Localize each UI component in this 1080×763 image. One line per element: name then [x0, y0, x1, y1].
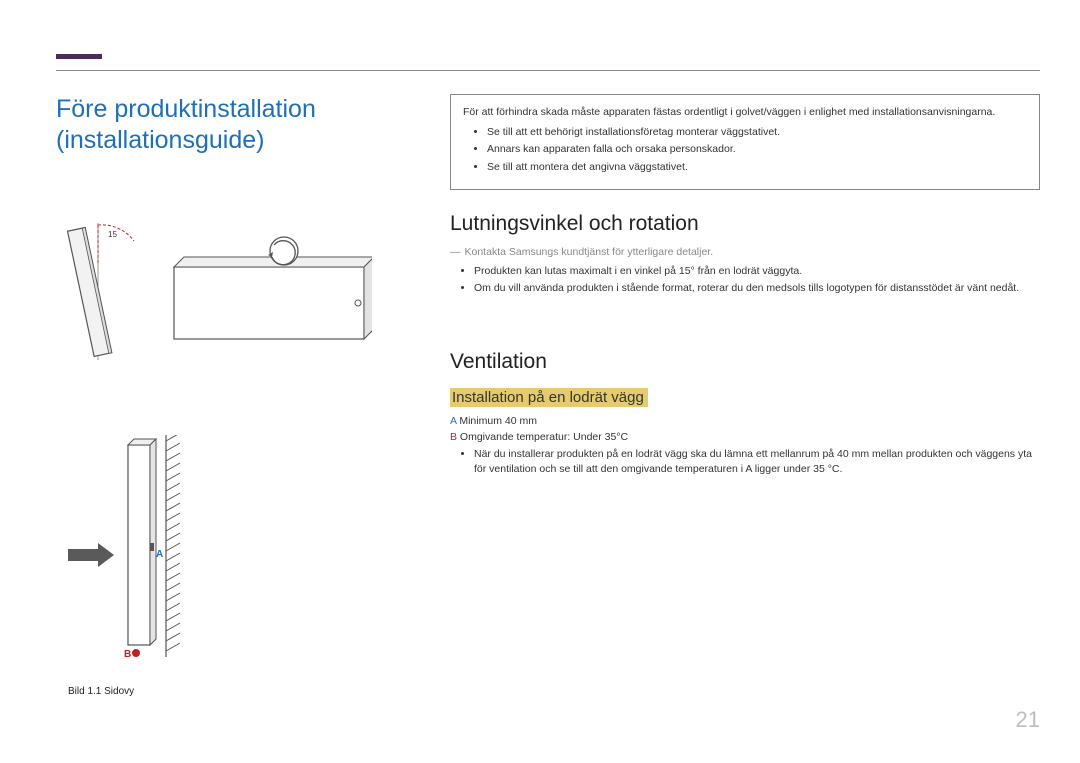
header-accent-bar [56, 54, 102, 59]
tilt-note: Kontakta Samsungs kundtjänst för ytterli… [450, 246, 1040, 258]
temperature-dot-icon [132, 649, 140, 657]
tilt-section: Lutningsvinkel och rotation Kontakta Sam… [450, 212, 1040, 296]
vent-heading: Ventilation [450, 350, 1040, 374]
warning-item: Annars kan apparaten falla och orsaka pe… [487, 142, 1027, 157]
right-column: För att förhindra skada måste apparaten … [450, 94, 1040, 504]
spec-b: B Omgivande temperatur: Under 35°C [450, 431, 1040, 443]
page-number: 21 [1016, 707, 1040, 733]
tilted-panel: 15 [68, 223, 134, 360]
ventilation-diagram: A B Bild 1.1 Sidovy [68, 435, 188, 675]
warning-box: För att förhindra skada måste apparaten … [450, 94, 1040, 190]
warning-lead: För att förhindra skada måste apparaten … [463, 105, 1027, 119]
diagram-label-b: B [124, 649, 131, 660]
spec-a-text: Minimum 40 mm [456, 415, 537, 427]
diagram-caption: Bild 1.1 Sidovy [68, 686, 188, 697]
header-rule [56, 70, 1040, 71]
page-title: Före produktinstallation (installationsg… [56, 94, 421, 157]
warning-item: Se till att montera det angivna väggstat… [487, 160, 1027, 175]
left-column: Före produktinstallation (installationsg… [56, 94, 421, 675]
spec-b-text: Omgivande temperatur: Under 35°C [457, 431, 628, 443]
vent-subheading: Installation på en lodrät vägg [450, 388, 648, 407]
spec-b-label: B [450, 431, 457, 443]
warning-item: Se till att ett behörigt installationsfö… [487, 125, 1027, 140]
angle-label: 15 [108, 230, 117, 239]
direction-arrow [68, 543, 114, 567]
tilt-item: Om du vill använda produkten i stående f… [474, 281, 1040, 296]
rotation-panel [174, 237, 372, 339]
vent-list: När du installerar produkten på en lodrä… [450, 447, 1040, 477]
tilt-list: Produkten kan lutas maximalt i en vinkel… [450, 264, 1040, 296]
panel-side [128, 439, 156, 645]
spec-a: A Minimum 40 mm [450, 415, 1040, 427]
diagram-label-a: A [156, 549, 163, 560]
vent-item: När du installerar produkten på en lodrä… [474, 447, 1040, 477]
tilt-rotation-diagram: 15 [56, 205, 372, 375]
warning-list: Se till att ett behörigt installationsfö… [463, 125, 1027, 175]
tilt-heading: Lutningsvinkel och rotation [450, 212, 1040, 236]
wall-hatch [166, 435, 180, 657]
ventilation-section: Ventilation Installation på en lodrät vä… [450, 350, 1040, 477]
tilt-item: Produkten kan lutas maximalt i en vinkel… [474, 264, 1040, 279]
